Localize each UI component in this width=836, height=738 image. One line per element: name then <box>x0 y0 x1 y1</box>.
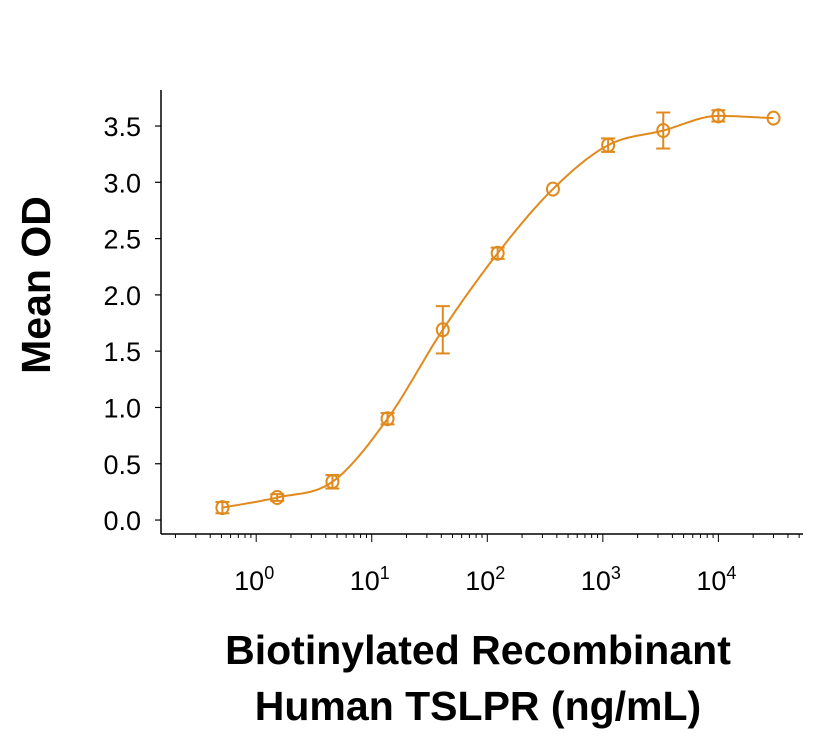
y-tick-label: 2.5 <box>103 225 141 255</box>
x-tick-exponent: 1 <box>380 563 390 583</box>
data-point <box>766 110 781 126</box>
y-axis-ticks: 0.0 0.5 1.0 1.5 2.0 2.5 3.0 3.5 <box>103 112 161 536</box>
y-tick-label: 1.5 <box>103 337 141 367</box>
data-point <box>270 490 285 506</box>
data-point <box>215 500 230 516</box>
y-tick-label: 1.0 <box>103 393 141 423</box>
point-marker <box>325 474 340 490</box>
data-points <box>215 108 781 516</box>
x-tick-exponent: 2 <box>495 563 505 583</box>
data-point <box>711 108 726 124</box>
point-marker <box>545 181 560 197</box>
data-point <box>601 137 616 153</box>
x-tick-label: 103 <box>581 563 621 596</box>
point-marker <box>215 500 230 516</box>
x-tick-label: 104 <box>696 563 736 596</box>
y-tick-label: 3.5 <box>103 112 141 142</box>
y-tick-label: 0.0 <box>103 506 141 536</box>
point-marker <box>766 110 781 126</box>
data-point <box>325 474 340 490</box>
x-axis-ticks: 100 101 102 103 104 <box>174 534 800 596</box>
data-point <box>656 111 671 150</box>
point-marker <box>435 322 450 338</box>
data-point <box>380 411 395 427</box>
y-axis-label: Mean OD <box>13 196 59 374</box>
point-marker <box>380 411 395 427</box>
data-point <box>490 245 505 261</box>
point-marker <box>270 490 285 506</box>
x-tick-exponent: 4 <box>726 563 736 583</box>
x-tick-label: 101 <box>350 563 390 596</box>
x-axis-label-line-1: Biotinylated Recombinant <box>225 627 731 673</box>
x-tick-exponent: 3 <box>611 563 621 583</box>
data-point <box>435 305 450 355</box>
fit-curve <box>222 114 774 509</box>
x-tick-label: 100 <box>234 563 274 596</box>
axes <box>160 90 803 535</box>
point-marker <box>601 137 616 153</box>
y-tick-label: 0.5 <box>103 450 141 480</box>
point-marker <box>490 245 505 261</box>
x-tick-exponent: 0 <box>264 563 274 583</box>
point-marker <box>656 123 671 139</box>
x-tick-label: 102 <box>465 563 505 596</box>
point-marker <box>711 108 726 124</box>
x-axis-label-line-2: Human TSLPR (ng/mL) <box>255 683 701 729</box>
data-point <box>545 181 560 197</box>
y-tick-label: 3.0 <box>103 168 141 198</box>
y-tick-label: 2.0 <box>103 281 141 311</box>
